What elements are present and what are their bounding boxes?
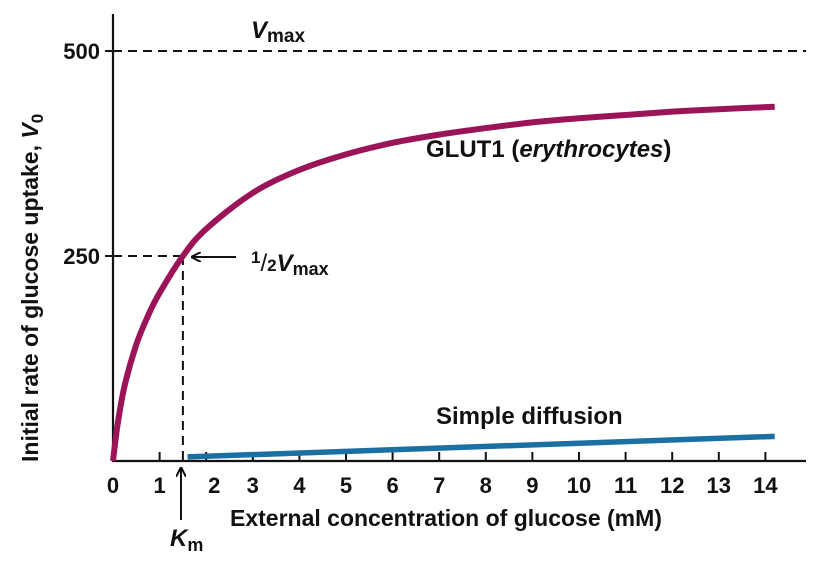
x-tick-label: 9 bbox=[526, 473, 538, 498]
y-ticks: 250 500 bbox=[63, 39, 113, 269]
simple-diffusion-label: Simple diffusion bbox=[436, 403, 623, 430]
km-label: Km bbox=[170, 525, 203, 555]
x-tick-label: 8 bbox=[480, 473, 492, 498]
x-tick-label: 7 bbox=[433, 473, 445, 498]
x-tick-label: 11 bbox=[614, 473, 637, 498]
x-tick-label: 5 bbox=[340, 473, 352, 498]
x-tick-label: 3 bbox=[247, 473, 259, 498]
glut1-series-label: GLUT1 (erythrocytes) bbox=[426, 136, 671, 163]
y-tick-label: 250 bbox=[63, 244, 100, 269]
series-layer bbox=[110, 103, 775, 462]
x-axis-title: External concentration of glucose (mM) bbox=[230, 505, 662, 531]
y-tick-label: 500 bbox=[63, 39, 100, 64]
glut1-curve bbox=[110, 103, 775, 462]
simple-diffusion-line bbox=[187, 433, 775, 460]
x-tick-label: 10 bbox=[567, 473, 591, 498]
x-tick-label: 14 bbox=[753, 473, 778, 498]
y-axis-title: Initial rate of glucose uptake, V0 bbox=[17, 114, 47, 462]
guide-lines bbox=[113, 50, 806, 461]
x-tick-label: 13 bbox=[707, 473, 731, 498]
x-tick-label: 0 bbox=[107, 473, 119, 498]
x-ticks: 0 1 2 3 4 5 6 7 8 9 10 11 12 13 14 bbox=[107, 452, 778, 498]
half-vmax-label: 1/2Vmax bbox=[251, 248, 329, 279]
vmax-label: Vmax bbox=[251, 17, 305, 47]
x-tick-label: 1 bbox=[153, 473, 165, 498]
x-tick-label: 2 bbox=[208, 473, 220, 498]
x-tick-label: 6 bbox=[386, 473, 398, 498]
x-tick-label: 12 bbox=[660, 473, 684, 498]
x-tick-label: 4 bbox=[293, 473, 306, 498]
